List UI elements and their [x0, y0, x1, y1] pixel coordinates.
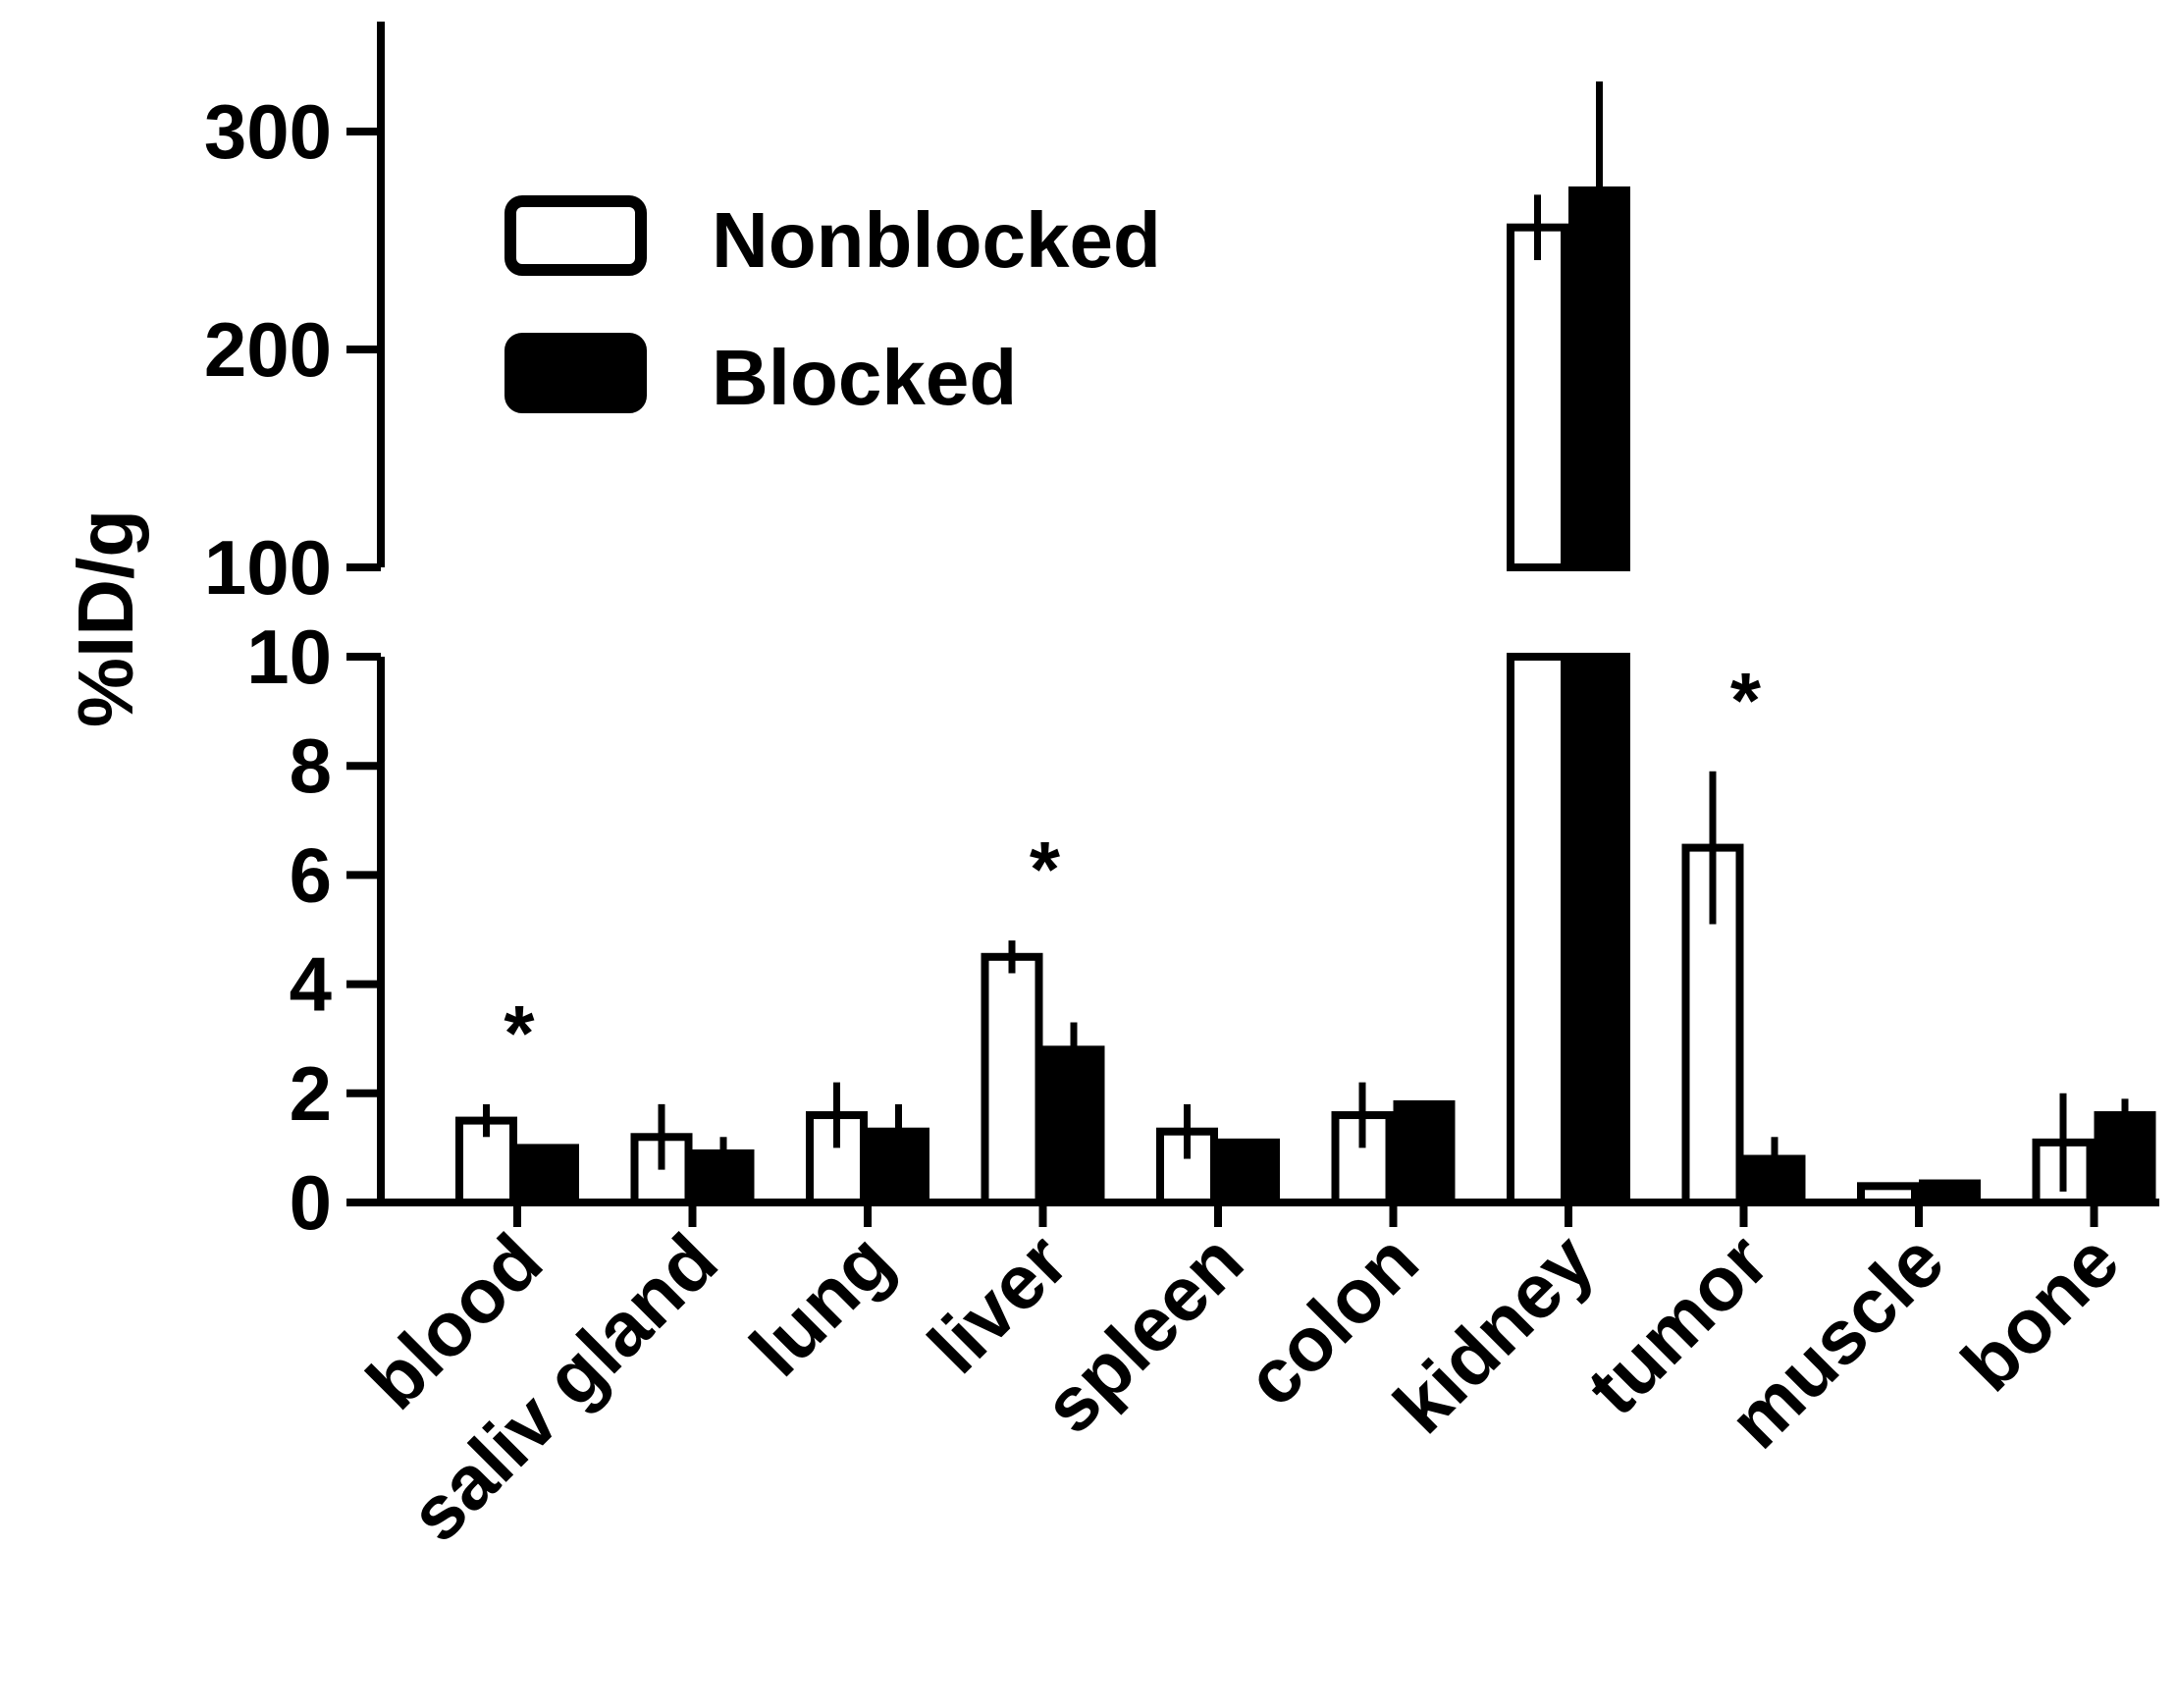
y-tick-label: 6: [290, 831, 332, 918]
bar-blocked-blood: [517, 1144, 579, 1207]
bar-nonblocked-kidney-lower: [1507, 653, 1568, 1206]
y-axis-label: %ID/g: [62, 509, 149, 727]
bar-blocked-spleen: [1218, 1138, 1280, 1206]
x-tick-label-spleen: spleen: [1027, 1217, 1259, 1450]
x-tick-label-lung: lung: [733, 1217, 909, 1393]
x-tick-label-kidney: kidney: [1377, 1217, 1610, 1450]
bar-blocked-colon: [1393, 1099, 1456, 1207]
y-tick-label: 2: [290, 1050, 332, 1137]
legend-swatch-blocked: [504, 333, 647, 413]
bar-blocked-kidney-upper: [1568, 186, 1630, 571]
y-tick-label: 4: [290, 941, 332, 1028]
y-tick-label: 100: [204, 524, 332, 611]
y-tick-label: 10: [246, 614, 332, 700]
y-tick-label: 8: [290, 722, 332, 809]
significance-marker-tumor: *: [1730, 657, 1762, 744]
legend-label-nonblocked: Nonblocked: [712, 196, 1161, 284]
significance-marker-liver: *: [1030, 826, 1061, 913]
legend-label-blocked: Blocked: [712, 334, 1017, 421]
legend: Nonblocked Blocked: [504, 195, 1161, 421]
bar-nonblocked-kidney-upper: [1507, 223, 1568, 571]
y-tick-label: 300: [204, 88, 332, 175]
x-tick-label-bone: bone: [1945, 1217, 2136, 1408]
bar-blocked-saliv-gland: [692, 1148, 755, 1206]
bar-blocked-lung: [868, 1127, 929, 1206]
bar-blocked-kidney-lower: [1568, 653, 1630, 1206]
y-tick-label: 200: [204, 306, 332, 393]
significance-marker-blood: *: [504, 989, 535, 1077]
bars: [455, 80, 2156, 1207]
bar-blocked-muscle: [1919, 1179, 1981, 1207]
bar-blocked-bone: [2094, 1111, 2156, 1207]
bar-nonblocked-liver: [981, 952, 1043, 1206]
bar-blocked-tumor: [1743, 1154, 1806, 1207]
y-tick-label: 0: [290, 1159, 332, 1246]
bar-blocked-liver: [1042, 1045, 1105, 1206]
legend-swatch-nonblocked: [504, 195, 647, 276]
